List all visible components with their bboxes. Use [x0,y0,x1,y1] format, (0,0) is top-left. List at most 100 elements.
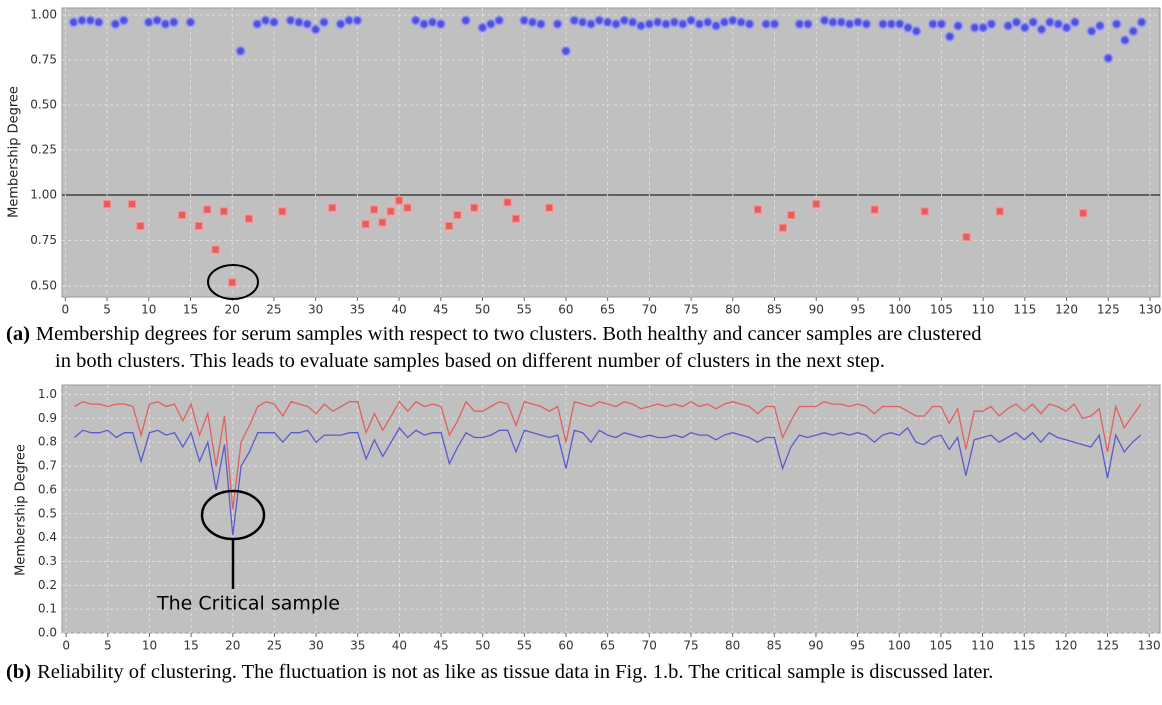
point [518,14,530,26]
x-tick-label: 105 [929,639,952,653]
point [193,220,204,231]
point [243,213,254,224]
point [643,18,655,30]
point [143,16,155,28]
caption: (a) Membership degrees for serum samples … [6,323,981,345]
plot-area [61,7,1161,298]
x-tick-label: 110 [971,639,994,653]
point [377,217,388,228]
point [1136,16,1148,28]
point [1086,25,1098,37]
x-tick-label: 75 [683,639,698,653]
point [869,204,880,215]
point [994,206,1005,217]
x-tick-label: 25 [267,639,282,653]
x-tick-label: 85 [767,303,782,317]
point [277,206,288,217]
point [835,16,847,28]
point [710,20,722,32]
point [293,16,305,28]
x-tick-label: 45 [433,303,448,317]
x-tick-label: 125 [1097,303,1120,317]
y-tick-label: 0.7 [38,459,57,473]
point [452,210,463,221]
x-tick-label: 45 [433,639,448,653]
caption-text: Reliability of clustering. The fluctuati… [37,661,993,683]
point [202,204,213,215]
point [426,16,438,28]
x-tick-label: 120 [1055,303,1078,317]
y-tick-label: 0.25 [30,143,57,157]
x-tick-label: 120 [1054,639,1077,653]
x-tick-label: 10 [142,639,157,653]
y-tick-label: 0.5 [38,506,57,520]
point [860,18,872,30]
point [802,18,814,30]
point [210,244,221,255]
point [627,16,639,28]
point [852,16,864,28]
point [369,204,380,215]
point [93,16,105,28]
point [919,206,930,217]
point [618,14,630,26]
x-tick-label: 20 [225,303,240,317]
point [218,206,229,217]
point [786,210,797,221]
point [268,16,280,28]
x-tick-label: 100 [888,303,911,317]
y-axis-label: Membership Degree [7,86,22,218]
point [135,220,146,231]
point [727,14,739,26]
point [777,222,788,233]
point [902,22,914,34]
x-tick-label: 50 [475,303,490,317]
y-tick-label: 0.8 [38,435,57,449]
y-tick-label: 0.50 [30,98,57,112]
y-tick-label: 0.2 [38,578,57,592]
point [227,277,238,288]
point [460,14,472,26]
point [1036,23,1047,35]
point [410,14,422,26]
point [335,18,347,30]
point [177,210,188,221]
caption-text: in both clusters. This leads to evaluate… [55,350,885,372]
point [527,16,539,28]
caption-label: (a) [6,323,30,345]
point [811,199,822,210]
point [360,219,371,230]
caption: (b) Reliability of clustering. The fluctu… [6,661,993,683]
x-tick-label: 5 [104,639,112,653]
point [68,16,80,28]
y-tick-label: 0.6 [38,482,57,496]
point [493,14,505,26]
point [1002,20,1014,32]
point [1069,16,1081,28]
point [735,16,747,28]
point [1119,34,1131,46]
x-tick-label: 20 [225,639,240,653]
x-tick-label: 10 [141,303,156,317]
point [602,16,614,28]
point [84,14,96,26]
point [910,25,922,37]
point [961,231,972,242]
point [235,45,247,57]
point [185,16,196,28]
x-tick-label: 90 [808,639,823,653]
point [102,199,113,210]
point [1019,22,1031,34]
x-tick-label: 0 [62,639,70,653]
point [977,22,989,34]
x-tick-label: 80 [725,303,740,317]
point [585,18,597,30]
x-tick-label: 90 [809,303,824,317]
point [752,204,763,215]
x-tick-label: 60 [558,639,573,653]
x-tick-label: 65 [600,303,615,317]
point [1094,20,1106,32]
point [1044,16,1056,28]
point [127,199,138,210]
plot-area [61,384,1161,634]
